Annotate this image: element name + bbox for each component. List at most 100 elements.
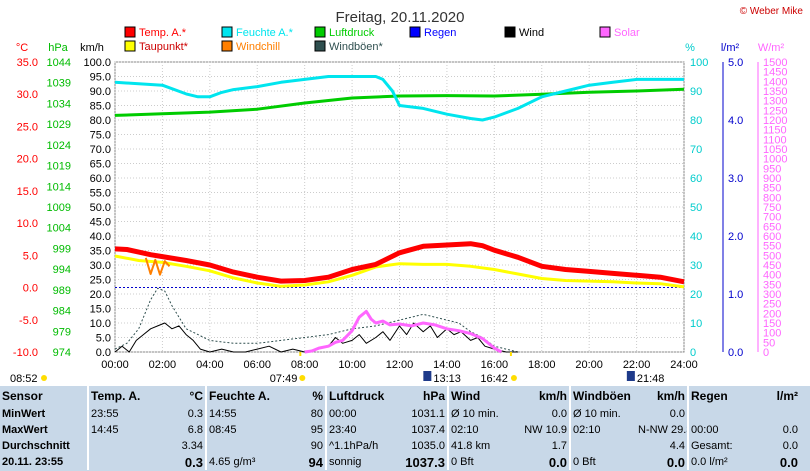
hpa-tick-label: 1029 <box>47 119 71 131</box>
rain-value: 0.0 <box>779 454 798 470</box>
solar-tick-label: 750 <box>763 202 781 214</box>
legend-swatch <box>409 26 421 38</box>
solar-tick-label: 1000 <box>763 154 787 166</box>
humidity-absolute: 4.65 g/m³ <box>205 454 274 470</box>
kmh-tick-label: 65.0 <box>90 159 111 171</box>
kmh-tick-label: 0.0 <box>96 347 111 359</box>
legend-label: Taupunkt* <box>139 41 189 53</box>
kmh-tick-label: 50.0 <box>90 202 111 214</box>
solar-tick-label: 1500 <box>763 57 787 69</box>
humidity-axis-label: % <box>685 42 695 54</box>
hpa-tick-label: 974 <box>53 347 71 359</box>
legend-label: Solar <box>614 27 640 39</box>
hpa-tick-label: 1009 <box>47 202 71 214</box>
temp-time <box>87 454 152 470</box>
solar-tick-label: 500 <box>763 250 781 262</box>
solar-tick-label: 1300 <box>763 96 787 108</box>
header-temp: Temp. A. <box>87 386 152 406</box>
moonset-icon <box>626 371 635 381</box>
series-line-windb-en <box>114 287 519 353</box>
kmh-tick-label: 95.0 <box>90 72 111 84</box>
wind-value: 1.7 <box>551 440 567 452</box>
credit-text: © Weber Mike <box>740 6 804 17</box>
solar-tick-label: 0 <box>763 347 769 359</box>
legend-swatch <box>504 26 516 38</box>
moonset-time: 21:48 <box>637 373 665 385</box>
legend-label: Regen <box>424 27 456 39</box>
solar-tick-label: 800 <box>763 192 781 204</box>
legend-label: Luftdruck <box>329 27 375 39</box>
temp-time: 14:45 <box>87 422 152 438</box>
wind-distance: 41.8 km <box>447 438 516 454</box>
chart-title: Freitag, 20.11.2020 <box>336 9 465 26</box>
sun-icon <box>41 375 47 381</box>
pct-tick-label: 70 <box>690 144 702 156</box>
x-tick-label: 08:00 <box>291 359 319 371</box>
wind-value: 0.0 <box>551 408 567 420</box>
solar-tick-label: 600 <box>763 231 781 243</box>
temp-axis-label: °C <box>16 42 28 54</box>
solar-tick-label: 1250 <box>763 105 787 117</box>
x-tick-label: 00:00 <box>101 359 129 371</box>
pct-tick-label: 10 <box>690 318 702 330</box>
legend-swatch <box>221 26 233 38</box>
series-line-solar <box>304 309 503 354</box>
sunset-icon <box>510 375 517 381</box>
solar-tick-label: 900 <box>763 173 781 185</box>
temp-tick-label: 5.0 <box>23 250 38 262</box>
header-pressure: Luftdruck <box>325 386 388 406</box>
left-time-label: 08:52 <box>10 373 38 385</box>
pct-tick-label: 40 <box>690 231 702 243</box>
series-line-taupunkt <box>114 254 685 289</box>
x-tick-label: 06:00 <box>243 359 271 371</box>
temp-value: 0.3 <box>187 408 203 420</box>
kmh-tick-label: 55.0 <box>90 188 111 200</box>
sunrise-icon <box>299 375 306 381</box>
kmh-tick-label: 25.0 <box>90 275 111 287</box>
header-gust-unit: km/h <box>656 389 685 403</box>
x-tick-label: 10:00 <box>338 359 366 371</box>
hpa-tick-label: 1044 <box>47 57 71 69</box>
header-pressure-unit: hPa <box>422 389 445 403</box>
moonrise-icon <box>423 371 432 381</box>
kmh-tick-label: 70.0 <box>90 144 111 156</box>
header-temp-unit: °C <box>189 389 203 403</box>
gust-time: 02:10 <box>569 422 636 438</box>
rain-tick-label: 3.0 <box>728 173 743 185</box>
statistics-panel: Sensor Temp. A. °C Feuchte A. % Luftdruc… <box>0 386 810 471</box>
gust-info <box>569 438 636 454</box>
wind-time: 02:10 <box>447 422 516 438</box>
solar-tick-label: 250 <box>763 299 781 311</box>
x-tick-label: 12:00 <box>386 359 414 371</box>
statistics-row-average: Durchschnitt 3.34 90 ^1.1hPa/h 1035.0 41… <box>0 438 800 454</box>
hpa-tick-label: 1004 <box>47 223 71 235</box>
kmh-tick-label: 10.0 <box>90 318 111 330</box>
pressure-forecast: sonnig <box>325 454 388 470</box>
pressure-value: 1037.4 <box>411 424 445 436</box>
hpa-tick-label: 1039 <box>47 78 71 90</box>
pct-tick-label: 80 <box>690 115 702 127</box>
legend-label: Feuchte A.* <box>236 27 294 39</box>
gust-max: N-NW 29.3 <box>638 424 688 436</box>
pct-tick-label: 90 <box>690 86 702 98</box>
hpa-tick-label: 989 <box>53 285 71 297</box>
hpa-tick-label: 999 <box>53 243 71 255</box>
series-line-luftdruck <box>114 87 685 117</box>
kmh-tick-label: 20.0 <box>90 289 111 301</box>
temp-tick-label: 35.0 <box>17 57 38 69</box>
pressure-value: 1035.0 <box>411 440 445 452</box>
x-tick-label: 22:00 <box>623 359 651 371</box>
temp-tick-label: 30.0 <box>17 89 38 101</box>
kmh-tick-label: 60.0 <box>90 173 111 185</box>
x-tick-label: 24:00 <box>670 359 698 371</box>
kmh-tick-label: 35.0 <box>90 246 111 258</box>
kmh-tick-label: 85.0 <box>90 101 111 113</box>
kmh-tick-label: 80.0 <box>90 115 111 127</box>
legend-label: Wind <box>519 27 544 39</box>
x-tick-label: 14:00 <box>433 359 461 371</box>
hpa-tick-label: 984 <box>53 306 71 318</box>
x-tick-label: 18:00 <box>528 359 556 371</box>
solar-tick-label: 1350 <box>763 86 787 98</box>
pressure-axis-label: hPa <box>48 42 68 54</box>
solar-tick-label: 300 <box>763 289 781 301</box>
